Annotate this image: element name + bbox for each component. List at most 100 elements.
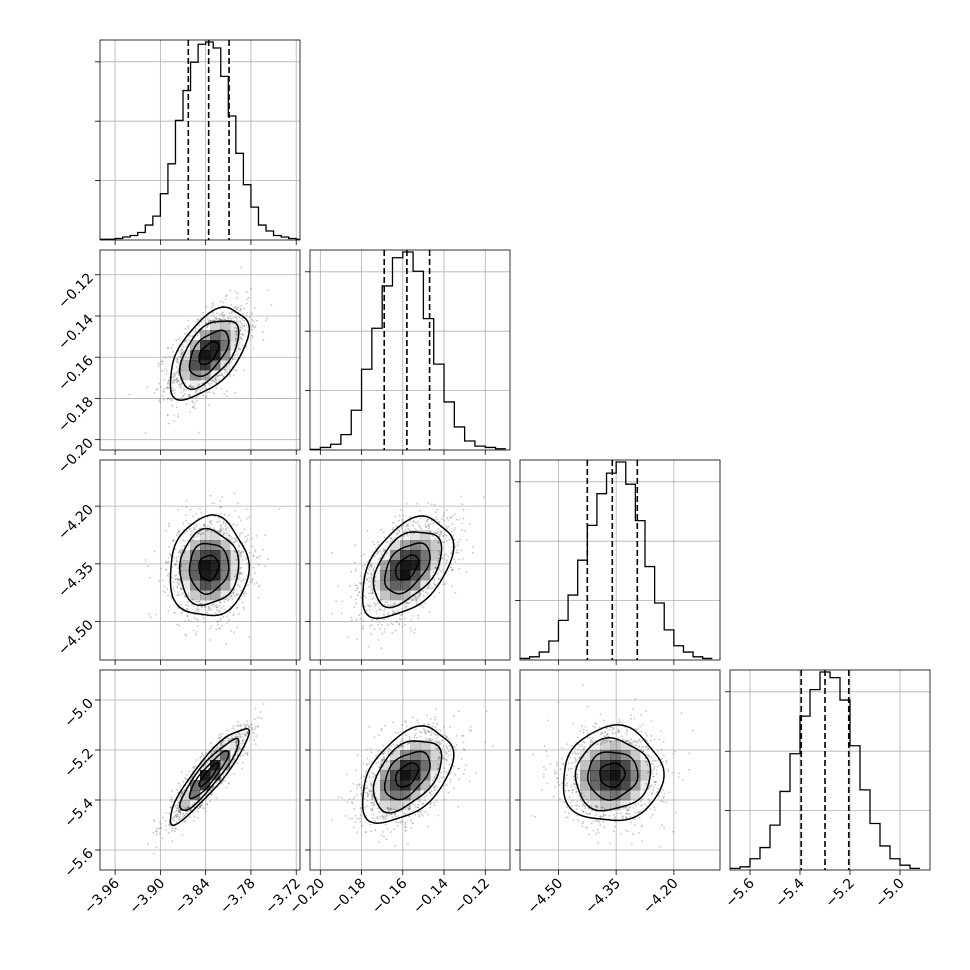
scatter-point — [218, 318, 221, 320]
scatter-point — [226, 729, 229, 732]
scatter-point — [386, 540, 389, 543]
scatter-point — [174, 548, 177, 551]
density-cell — [180, 580, 191, 591]
scatter-point — [346, 801, 349, 803]
scatter-point — [438, 756, 441, 759]
scatter-point — [181, 792, 184, 795]
scatter-point — [168, 812, 171, 815]
scatter-point — [396, 533, 398, 536]
scatter-point — [170, 798, 172, 801]
scatter-point — [373, 804, 376, 807]
scatter-point — [657, 787, 659, 790]
scatter-point — [440, 570, 442, 572]
scatter-point — [629, 815, 632, 818]
scatter-point — [230, 762, 233, 765]
scatter-point — [596, 806, 599, 808]
scatter-point — [384, 603, 386, 606]
scatter-point — [448, 539, 450, 541]
scatter-point — [406, 602, 409, 604]
scatter-point — [617, 721, 620, 724]
scatter-point — [168, 525, 170, 528]
scatter-point — [583, 741, 586, 744]
scatter-point — [233, 589, 236, 591]
scatter-point — [443, 734, 446, 736]
scatter-point — [251, 723, 253, 726]
y-tick-label-3-3: −5.0 — [61, 696, 96, 731]
scatter-point — [217, 609, 220, 612]
scatter-point — [659, 763, 662, 766]
scatter-point — [646, 771, 649, 774]
scatter-point — [212, 785, 215, 788]
scatter-point — [240, 337, 243, 340]
scatter-point — [204, 385, 206, 387]
scatter-point — [227, 599, 230, 602]
scatter-point — [368, 789, 371, 791]
density-cell — [430, 550, 441, 561]
scatter-point — [402, 520, 405, 523]
scatter-point — [412, 802, 415, 805]
scatter-point — [647, 754, 650, 756]
scatter-point — [655, 769, 658, 772]
scatter-point — [209, 494, 212, 497]
scatter-point — [352, 783, 355, 785]
density-cell — [210, 560, 221, 571]
scatter-point — [392, 521, 394, 524]
scatter-point — [445, 736, 448, 739]
scatter-point — [568, 796, 571, 799]
scatter-point — [156, 389, 159, 391]
scatter-point — [407, 527, 410, 530]
density-cell — [190, 780, 201, 791]
scatter-point — [365, 780, 368, 783]
scatter-point — [601, 732, 603, 735]
scatter-point — [620, 832, 622, 835]
scatter-point — [233, 354, 236, 357]
scatter-point — [241, 322, 243, 325]
scatter-point — [234, 551, 237, 553]
density-cell — [390, 780, 401, 791]
scatter-point — [235, 744, 238, 747]
scatter-point — [435, 516, 438, 519]
scatter-point — [370, 784, 373, 787]
scatter-point — [384, 608, 386, 610]
scatter-point — [443, 512, 446, 515]
marks-layer — [100, 40, 920, 870]
scatter-point — [399, 514, 401, 517]
scatter-point — [454, 560, 457, 563]
scatter-point — [423, 796, 426, 799]
density-cell — [410, 760, 421, 771]
scatter-point — [240, 550, 243, 552]
scatter-point — [678, 772, 681, 775]
scatter-point — [233, 326, 236, 329]
scatter-point — [244, 592, 247, 595]
scatter-point — [241, 739, 244, 742]
density-cell — [180, 360, 191, 371]
scatter-point — [443, 726, 445, 728]
scatter-point — [419, 517, 422, 520]
scatter-point — [179, 383, 181, 385]
scatter-point — [183, 388, 185, 390]
scatter-point — [219, 744, 222, 747]
scatter-point — [571, 768, 573, 770]
scatter-point — [209, 520, 212, 523]
scatter-point — [419, 811, 422, 814]
scatter-point — [207, 404, 210, 406]
scatter-point — [353, 606, 356, 609]
scatter-point — [660, 757, 663, 760]
scatter-point — [398, 610, 401, 613]
scatter-point — [180, 588, 183, 590]
scatter-point — [408, 808, 411, 811]
scatter-point — [191, 406, 194, 409]
scatter-point — [184, 393, 186, 396]
histogram-1 — [310, 251, 506, 451]
scatter-point — [176, 813, 179, 816]
scatter-point — [244, 726, 247, 729]
scatter-point — [371, 793, 374, 796]
scatter-point — [646, 760, 648, 763]
scatter-point — [240, 304, 243, 307]
scatter-point — [222, 314, 225, 317]
scatter-point — [211, 753, 213, 755]
scatter-point — [215, 797, 218, 800]
scatter-point — [167, 397, 170, 400]
density-cell — [610, 800, 621, 811]
scatter-point — [236, 353, 239, 355]
